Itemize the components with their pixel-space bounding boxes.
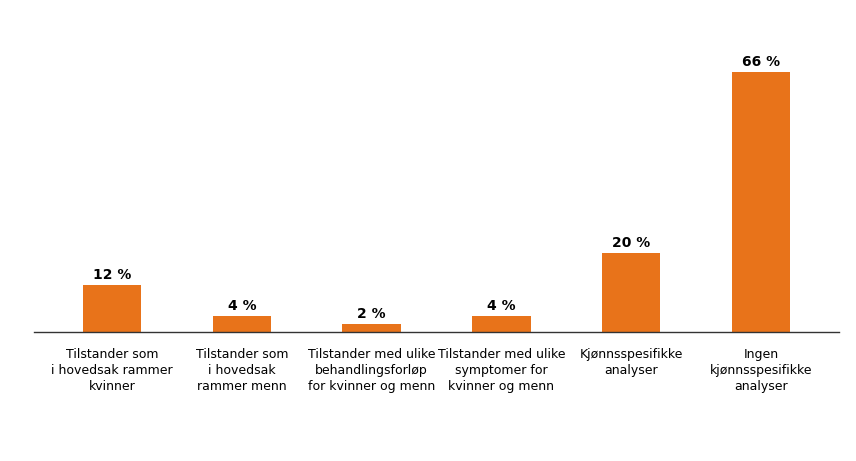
Text: 12 %: 12 % — [93, 267, 131, 282]
Text: 4 %: 4 % — [228, 299, 256, 313]
Text: 20 %: 20 % — [612, 236, 651, 250]
Bar — [342, 324, 401, 332]
Bar — [473, 316, 531, 332]
Text: 2 %: 2 % — [357, 307, 386, 321]
Bar — [602, 253, 661, 332]
Text: 4 %: 4 % — [487, 299, 516, 313]
Text: 66 %: 66 % — [742, 55, 780, 69]
Bar — [732, 72, 790, 332]
Bar — [212, 316, 271, 332]
Bar — [83, 285, 141, 332]
